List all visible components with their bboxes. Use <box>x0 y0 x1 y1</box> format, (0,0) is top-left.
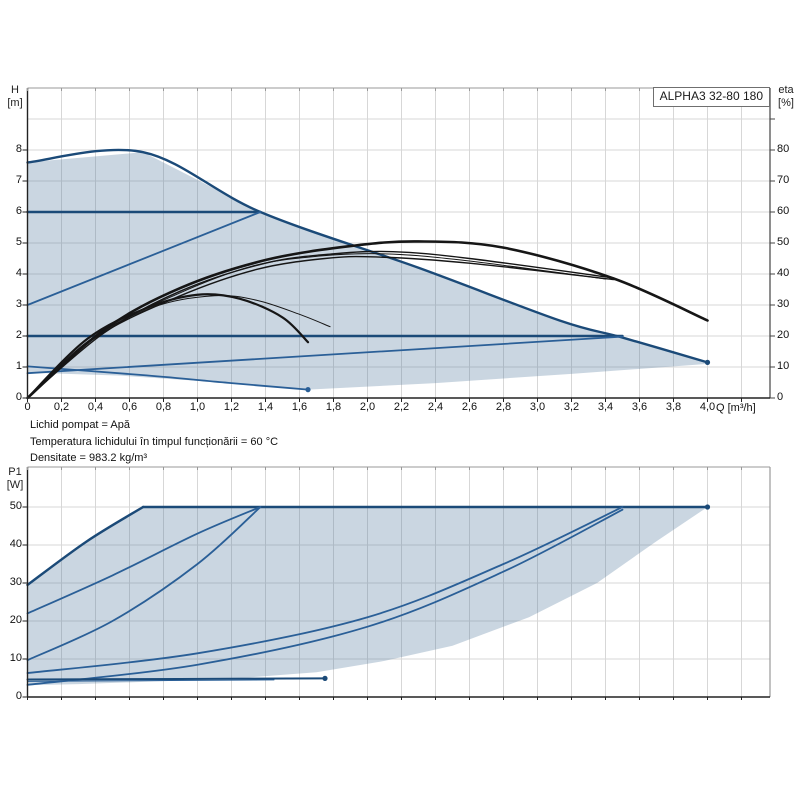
p1-tick-label: 30 <box>9 576 22 588</box>
q-tick-label: 2,2 <box>393 401 410 413</box>
q-tick-label: 0 <box>24 401 31 413</box>
p1-axis-unit-label: P1 [W] <box>2 466 28 492</box>
q-tick-label: 3,4 <box>597 401 614 413</box>
q-tick-label: 0,4 <box>87 401 104 413</box>
p1-tick-label: 40 <box>9 538 22 550</box>
p1-operating-envelope <box>27 507 708 686</box>
h-tick-label: 8 <box>15 143 22 155</box>
h-tick-label: 2 <box>15 329 22 341</box>
q-axis-unit-label: Q [m³/h] <box>716 402 756 414</box>
q-tick-label: 3,2 <box>563 401 580 413</box>
p1-max-limit-end-dot <box>704 504 711 510</box>
q-tick-label: 1,8 <box>325 401 342 413</box>
min-speed-curve-end-dot <box>305 387 311 393</box>
info-line-temperature: Temperatura lichidului în timpul funcțio… <box>30 436 279 448</box>
p1-tick-label: 0 <box>15 690 22 702</box>
h-tick-label: 1 <box>15 360 22 372</box>
p1-const6 <box>26 506 262 615</box>
h-axis-symbol: H <box>11 84 19 96</box>
pump-model-box: ALPHA3 32-80 180 <box>652 87 770 107</box>
q-tick-label: 4,0 <box>699 401 716 413</box>
q-tick-label: 2,4 <box>427 401 444 413</box>
info-line-liquid: Lichid pompat = Apă <box>30 419 130 431</box>
p1-tick-label: 10 <box>9 652 22 664</box>
h-tick-label: 7 <box>15 174 22 186</box>
eta-tick-label: 40 <box>777 267 790 279</box>
p1-tick-label: 20 <box>9 614 22 626</box>
q-tick-label: 1,0 <box>189 401 206 413</box>
q-tick-label: 1,6 <box>291 401 308 413</box>
eta-axis-unit: [%] <box>778 97 794 109</box>
q-tick-label: 0,2 <box>53 401 70 413</box>
p1-prop6 <box>26 506 262 662</box>
eta-tick-label: 30 <box>777 298 790 310</box>
p1-axis-unit: [W] <box>6 479 24 491</box>
eta-tick-label: 50 <box>777 236 790 248</box>
eta-tick-label: 70 <box>777 174 790 186</box>
h-axis-unit: [m] <box>7 97 23 109</box>
p1-tick-label: 50 <box>9 500 22 512</box>
min-speed-curve <box>26 365 309 391</box>
q-tick-label: 3,8 <box>665 401 682 413</box>
eta-3 <box>26 255 615 399</box>
q-tick-label: 3,0 <box>529 401 546 413</box>
h-tick-label: 4 <box>15 267 22 279</box>
q-tick-label: 3,6 <box>631 401 648 413</box>
h-axis-unit-label: H [m] <box>2 84 28 110</box>
q-tick-label: 2,0 <box>359 401 376 413</box>
q-tick-label: 1,2 <box>223 401 240 413</box>
info-line-density: Densitate = 983.2 kg/m³ <box>30 452 148 464</box>
eta-axis-unit-label: eta [%] <box>773 84 799 110</box>
h-tick-label: 0 <box>15 391 22 403</box>
h-tick-label: 6 <box>15 205 22 217</box>
eta-tick-label: 0 <box>777 391 784 403</box>
eta-tick-label: 60 <box>777 205 790 217</box>
eta-small-2 <box>27 294 331 399</box>
prop-pressure-6m <box>26 211 262 306</box>
h-tick-label: 3 <box>15 298 22 310</box>
prop-pressure-min <box>26 335 624 375</box>
p1-axis-symbol: P1 <box>8 466 22 478</box>
eta-tick-label: 10 <box>777 360 790 372</box>
max-speed-curve-end-dot <box>704 359 711 365</box>
p1-minspeed <box>26 677 326 681</box>
eta-small-1 <box>26 293 310 400</box>
p1-minspeed-end-dot <box>322 675 328 681</box>
eta-tick-label: 80 <box>777 143 790 155</box>
q-tick-label: 0,8 <box>155 401 172 413</box>
h-tick-label: 5 <box>15 236 22 248</box>
q-tick-label: 0,6 <box>121 401 138 413</box>
eta-axis-symbol: eta <box>778 84 794 96</box>
p1-const2 <box>26 506 624 674</box>
p1-minspeed-2 <box>27 679 275 682</box>
q-tick-label: 2,6 <box>461 401 478 413</box>
p1-max-rise <box>26 505 145 587</box>
q-tick-label: 1,4 <box>257 401 274 413</box>
q-tick-label: 2,8 <box>495 401 512 413</box>
p1-propmin <box>26 508 624 686</box>
eta-tick-label: 20 <box>777 329 790 341</box>
